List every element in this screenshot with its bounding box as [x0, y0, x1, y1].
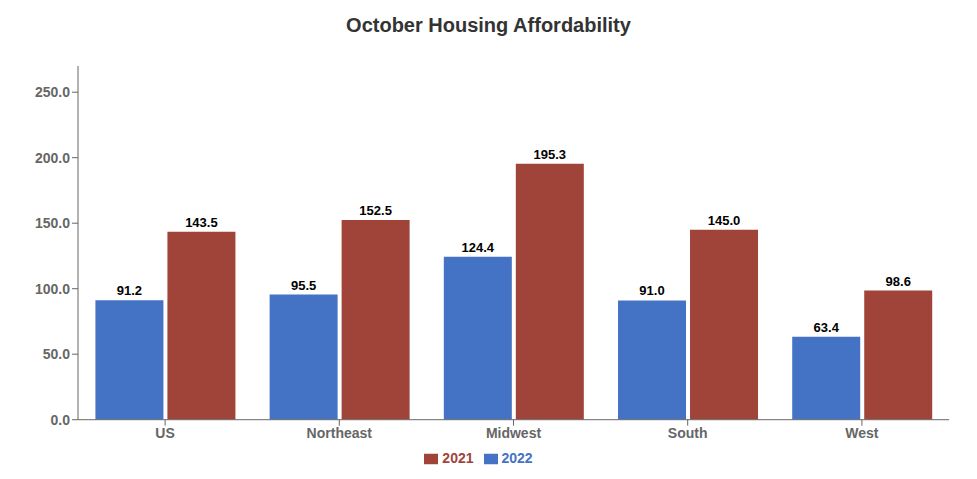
html-text:2021: 2021: [442, 449, 474, 466]
html-text:October Housing Affordability: October Housing Affordability: [346, 14, 631, 36]
html-text:2022: 2022: [501, 449, 533, 466]
svg-text:50.0: 50.0: [43, 346, 70, 362]
svg-text:South: South: [668, 425, 708, 441]
svg-text:US: US: [155, 425, 174, 441]
svg-text:143.5: 143.5: [185, 215, 218, 230]
svg-text:124.4: 124.4: [462, 240, 495, 255]
svg-text:145.0: 145.0: [708, 213, 741, 228]
svg-text:100.0: 100.0: [35, 281, 70, 297]
svg-text:95.5: 95.5: [291, 278, 316, 293]
svg-text:250.0: 250.0: [35, 84, 70, 100]
svg-text:West: West: [845, 425, 879, 441]
svg-text:200.0: 200.0: [35, 150, 70, 166]
svg-text:Midwest: Midwest: [486, 425, 542, 441]
svg-text:91.2: 91.2: [117, 283, 142, 298]
svg-text:150.0: 150.0: [35, 215, 70, 231]
svg-text:Northeast: Northeast: [307, 425, 373, 441]
svg-text:0.0: 0.0: [51, 412, 71, 428]
svg-text:63.4: 63.4: [814, 320, 840, 335]
svg-text:152.5: 152.5: [359, 203, 392, 218]
svg-text:91.0: 91.0: [639, 283, 664, 298]
svg-text:195.3: 195.3: [534, 147, 567, 162]
svg-text:98.6: 98.6: [886, 274, 911, 289]
